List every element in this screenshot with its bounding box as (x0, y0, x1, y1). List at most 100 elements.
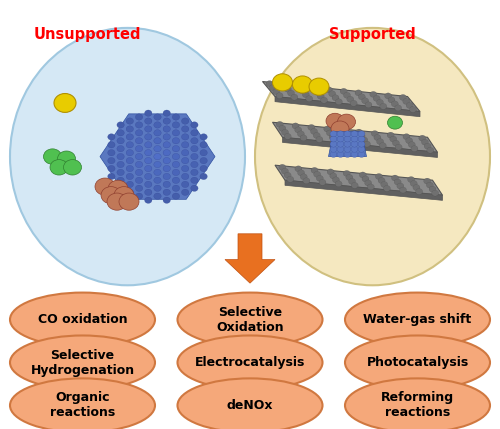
Circle shape (144, 189, 152, 196)
Circle shape (126, 126, 134, 132)
Circle shape (416, 189, 422, 195)
Circle shape (306, 96, 312, 102)
Circle shape (126, 157, 134, 164)
Ellipse shape (10, 378, 155, 429)
Circle shape (362, 98, 368, 104)
Circle shape (344, 136, 351, 142)
Circle shape (347, 96, 354, 102)
Circle shape (117, 161, 124, 168)
Ellipse shape (178, 335, 322, 390)
Circle shape (154, 185, 161, 191)
Circle shape (144, 142, 152, 148)
Circle shape (117, 169, 124, 175)
Circle shape (319, 179, 326, 185)
Circle shape (117, 122, 124, 128)
Circle shape (326, 113, 344, 129)
Circle shape (408, 142, 416, 148)
Circle shape (172, 185, 180, 191)
Text: Photocatalysis: Photocatalysis (366, 356, 468, 369)
Circle shape (54, 94, 76, 112)
Circle shape (337, 141, 344, 147)
Circle shape (126, 150, 134, 156)
Circle shape (163, 173, 170, 180)
Circle shape (332, 95, 339, 101)
Circle shape (288, 90, 294, 96)
Circle shape (182, 126, 189, 132)
Circle shape (351, 136, 358, 142)
Circle shape (344, 146, 351, 152)
Circle shape (348, 139, 354, 145)
Circle shape (108, 173, 115, 180)
Text: deNOx: deNOx (227, 399, 273, 412)
Circle shape (303, 178, 310, 184)
Circle shape (344, 151, 351, 157)
Ellipse shape (345, 335, 490, 390)
Circle shape (344, 92, 350, 98)
Circle shape (332, 138, 338, 144)
Circle shape (358, 131, 365, 137)
Circle shape (163, 134, 170, 140)
Circle shape (136, 145, 142, 152)
Circle shape (154, 154, 161, 160)
Circle shape (282, 168, 288, 174)
Circle shape (126, 118, 134, 124)
Ellipse shape (178, 293, 322, 347)
Circle shape (344, 131, 351, 137)
Text: Supported: Supported (329, 27, 416, 42)
Circle shape (338, 114, 355, 130)
Circle shape (108, 150, 115, 156)
Circle shape (172, 169, 180, 175)
Circle shape (182, 134, 189, 140)
Circle shape (370, 91, 377, 97)
Circle shape (190, 161, 198, 168)
Circle shape (406, 138, 412, 144)
Circle shape (117, 130, 124, 136)
Circle shape (136, 122, 142, 128)
Circle shape (163, 110, 170, 116)
Circle shape (426, 182, 434, 188)
Circle shape (355, 90, 362, 96)
Circle shape (351, 131, 358, 137)
Circle shape (270, 85, 276, 91)
Circle shape (136, 185, 142, 191)
Circle shape (154, 138, 161, 144)
Circle shape (429, 186, 436, 192)
Circle shape (406, 103, 413, 109)
Circle shape (172, 177, 180, 184)
Circle shape (144, 126, 152, 132)
Circle shape (95, 178, 115, 195)
Circle shape (358, 146, 365, 152)
Circle shape (358, 136, 365, 142)
Ellipse shape (10, 28, 245, 285)
Circle shape (331, 121, 349, 136)
Circle shape (144, 166, 152, 172)
Circle shape (284, 172, 291, 178)
Circle shape (108, 142, 115, 148)
Polygon shape (275, 97, 420, 117)
Circle shape (388, 116, 402, 129)
Circle shape (287, 176, 294, 182)
Circle shape (108, 180, 128, 197)
Text: Water-gas shift: Water-gas shift (364, 313, 472, 326)
Circle shape (343, 170, 350, 176)
Circle shape (172, 122, 180, 128)
Circle shape (344, 141, 351, 147)
Circle shape (408, 177, 414, 183)
Circle shape (327, 169, 334, 175)
Circle shape (126, 189, 134, 196)
Circle shape (376, 173, 382, 179)
Circle shape (314, 171, 320, 177)
Circle shape (172, 138, 180, 144)
Circle shape (313, 133, 320, 139)
Circle shape (182, 166, 189, 172)
Circle shape (144, 197, 152, 203)
Circle shape (172, 114, 180, 120)
Circle shape (108, 134, 115, 140)
Circle shape (163, 166, 170, 172)
Circle shape (279, 125, 286, 131)
Circle shape (358, 151, 365, 157)
Circle shape (316, 175, 324, 181)
Circle shape (163, 150, 170, 156)
Circle shape (394, 179, 401, 185)
Circle shape (154, 177, 161, 184)
